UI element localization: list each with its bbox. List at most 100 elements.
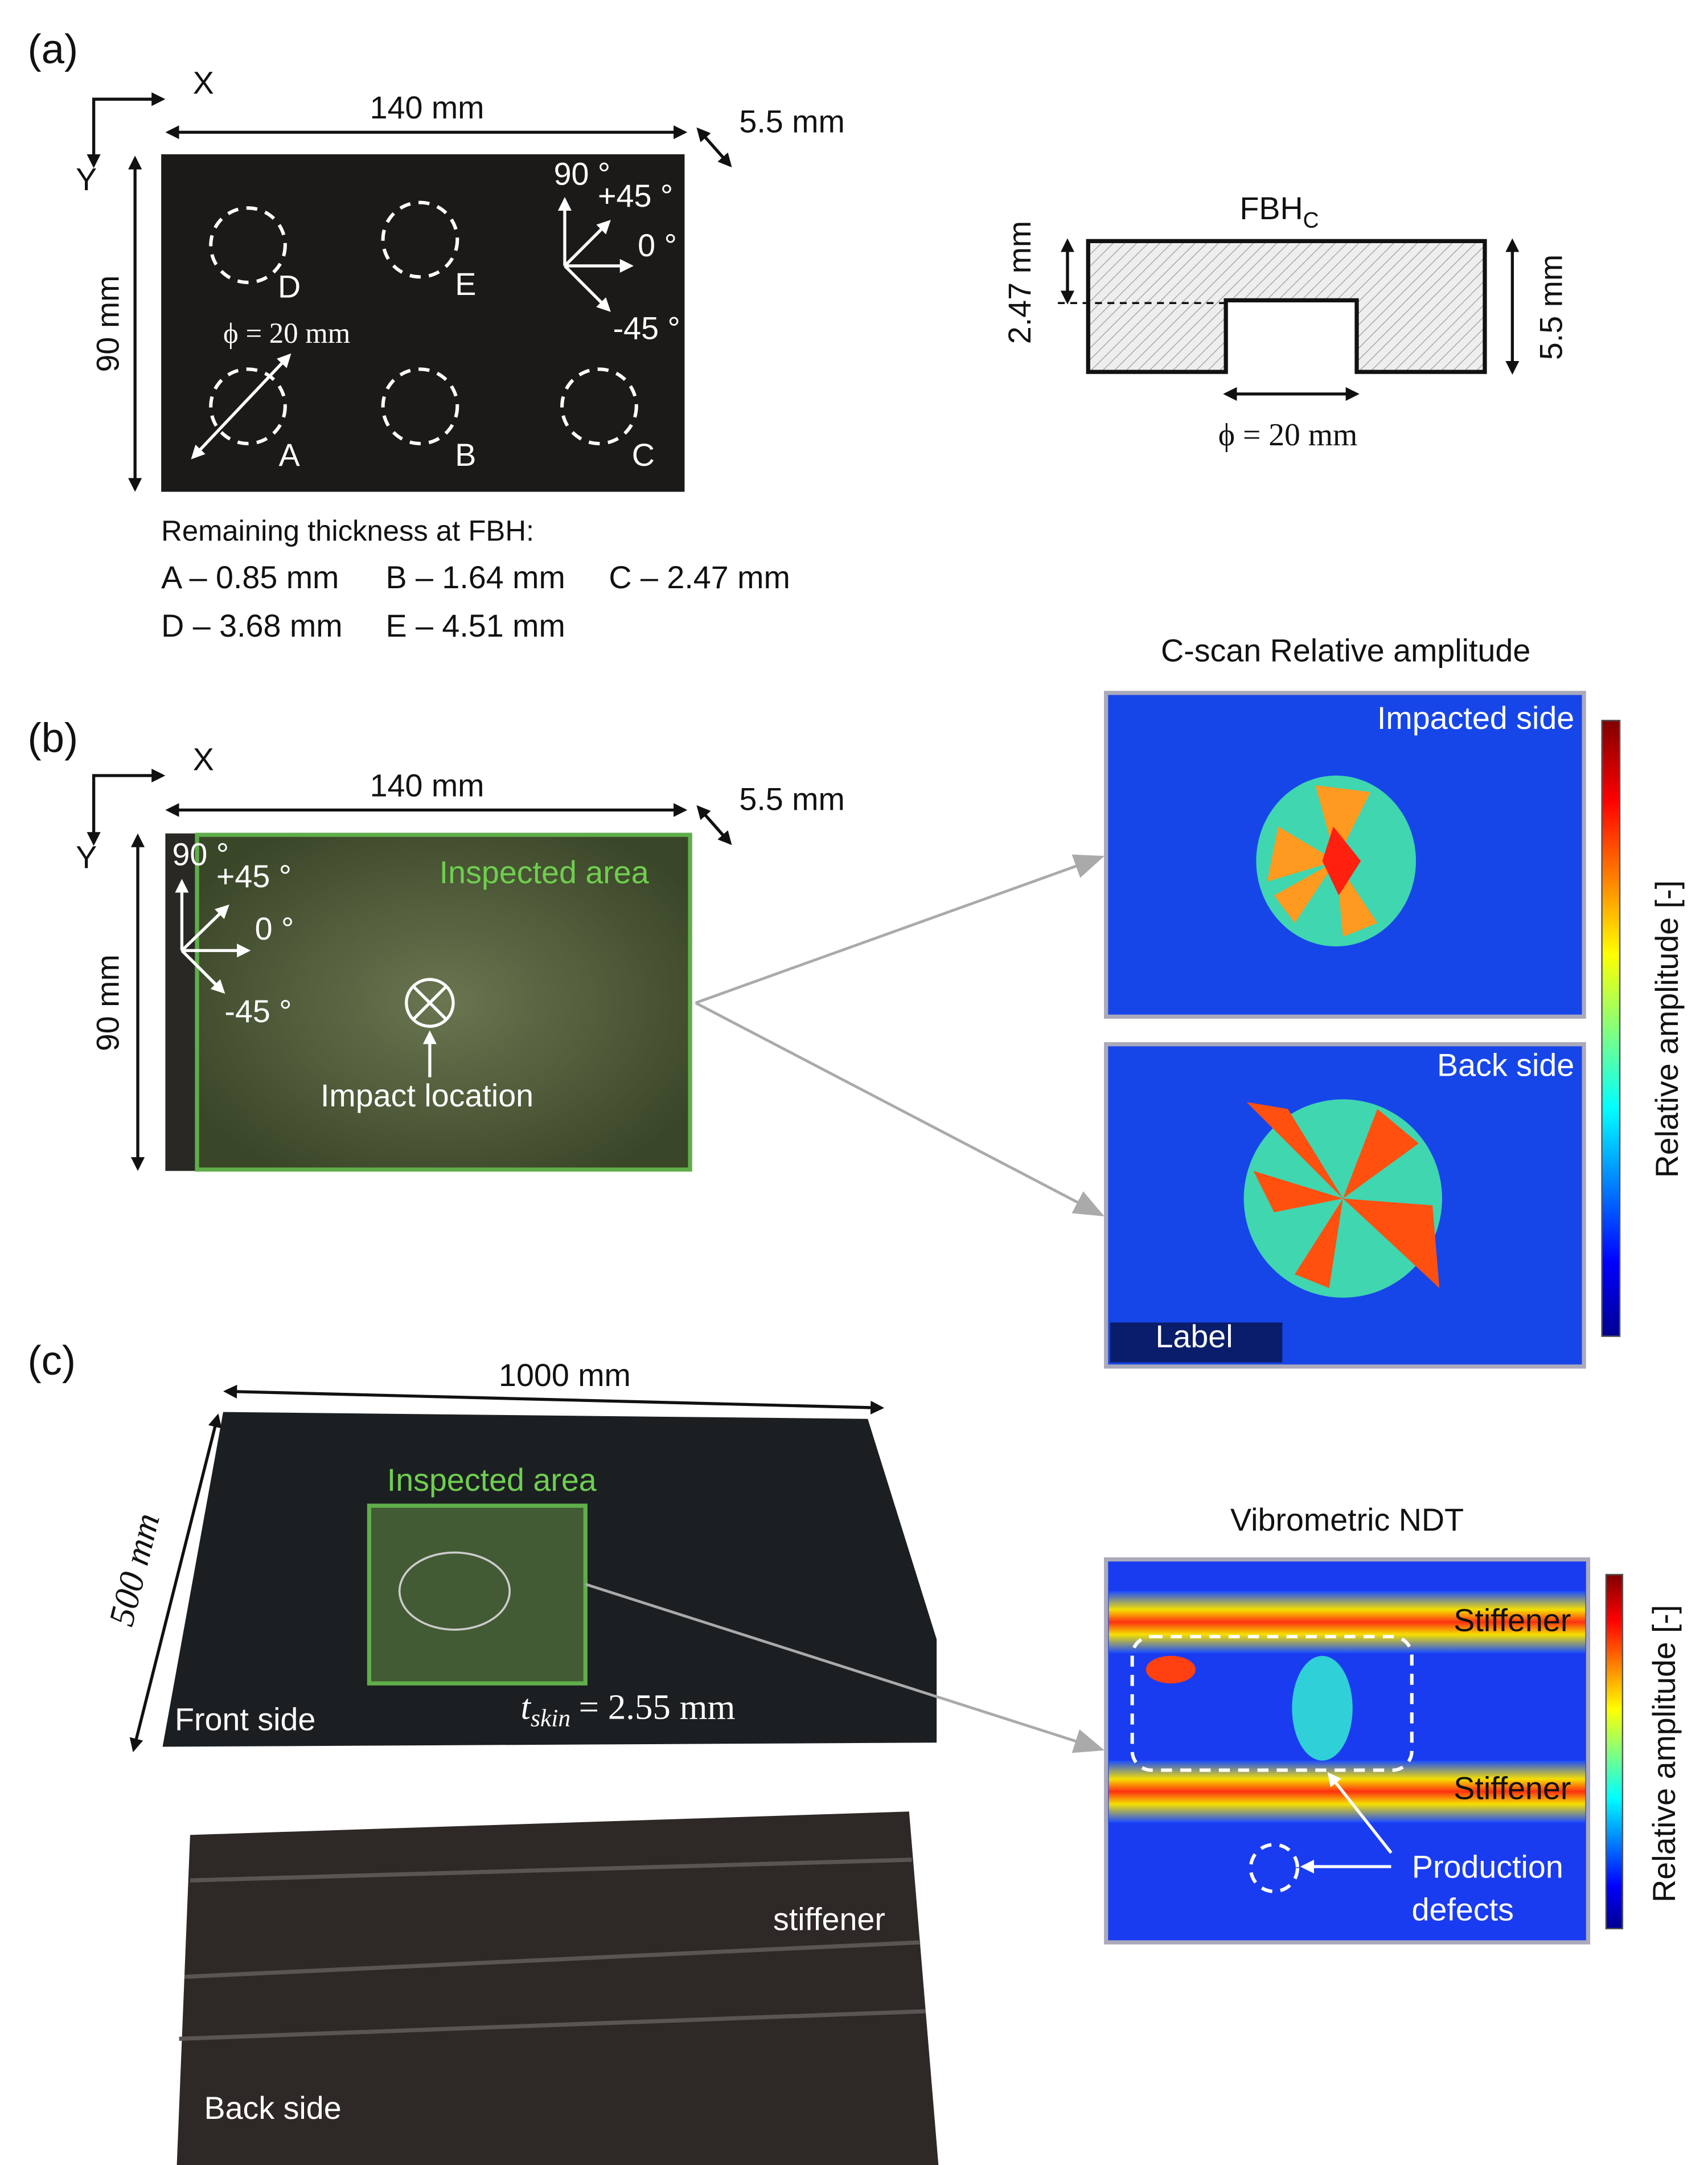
- arrow: [1327, 1772, 1393, 1854]
- dimension-label: 500 mm: [101, 1509, 167, 1630]
- orientation-label: 90 °: [173, 837, 229, 872]
- arrow: [180, 904, 229, 952]
- stiffener-band: [1108, 1591, 1586, 1654]
- defect-region: [1145, 1655, 1196, 1684]
- cscan-impacted: [1104, 691, 1586, 1019]
- title-subscript: C: [1303, 208, 1319, 233]
- impact-symbol: [405, 978, 455, 1028]
- symbol: t: [521, 1687, 532, 1727]
- ndt-scan: [1104, 1557, 1591, 1945]
- thickness-label: tskin = 2.55 mm: [521, 1687, 736, 1732]
- damage: [1246, 1102, 1440, 1288]
- dimension-label: 5.5 mm: [739, 104, 844, 139]
- dimension-label: 5.5 mm: [739, 782, 844, 817]
- scan-label: Back side: [1437, 1048, 1574, 1083]
- orientation-label: -45 °: [613, 310, 680, 346]
- hole: [560, 367, 638, 446]
- orientation-label: 90 °: [554, 156, 611, 191]
- value: = 2.55 mm: [579, 1687, 736, 1727]
- panel-label: (b): [27, 715, 78, 761]
- side-label: Back side: [204, 2090, 342, 2126]
- colorbar-label: Relative amplitude [-]: [1647, 1605, 1682, 1902]
- dimension-label: 5.5 mm: [1534, 255, 1569, 360]
- inspected-area: [367, 1503, 588, 1686]
- defect-region: [1292, 1655, 1353, 1761]
- colorbar-label: Relative amplitude [-]: [1649, 880, 1685, 1178]
- stiffener-label: stiffener: [773, 1901, 885, 1937]
- panel-c: (c) 1000 mm 500 mm Inspected area Front …: [27, 1338, 1682, 2165]
- section-shape: [1086, 239, 1487, 374]
- drawing: [398, 1551, 511, 1631]
- remaining-item: B – 1.64 mm: [385, 560, 565, 595]
- scan-label: Impacted side: [1377, 700, 1574, 736]
- hole-label: E: [455, 266, 476, 302]
- remaining-item: D – 3.68 mm: [161, 608, 342, 643]
- stiffener-label: Stiffener: [1454, 1603, 1571, 1638]
- axes-arrow: [87, 768, 166, 846]
- side-label: Front side: [175, 1702, 315, 1737]
- remaining-item: C – 2.47 mm: [609, 560, 790, 595]
- scan-label: Label: [1155, 1319, 1233, 1354]
- dimension: [223, 1384, 885, 1415]
- hole: [381, 200, 459, 279]
- connector: [585, 1582, 1105, 1753]
- back-photo: [176, 1811, 939, 2165]
- axis-label: Y: [76, 839, 97, 875]
- panel-label: (c): [27, 1338, 76, 1384]
- defect-outline: [1249, 1843, 1300, 1893]
- dimension: [696, 127, 732, 167]
- inspected-area: [195, 833, 692, 1172]
- axis-label: X: [193, 65, 214, 101]
- hole: [209, 206, 287, 284]
- impact-label: Impact location: [321, 1078, 533, 1113]
- hole-label: A: [279, 437, 300, 473]
- stiffener-lines: [179, 1858, 926, 2041]
- orientation-label: +45 °: [216, 859, 291, 894]
- dimension: [696, 805, 732, 846]
- dimension: [129, 1413, 222, 1753]
- dimension-label: 140 mm: [370, 90, 485, 125]
- circle: [405, 978, 455, 1028]
- dimension-label: 90 mm: [90, 276, 125, 372]
- orientation-label: -45 °: [224, 994, 291, 1029]
- axes-arrow: [87, 92, 166, 169]
- arrow: [564, 265, 611, 312]
- arrow: [180, 949, 225, 994]
- stiffener-label: Stiffener: [1454, 1771, 1571, 1806]
- hole: [381, 367, 459, 446]
- defect-outline: [1130, 1634, 1414, 1772]
- remaining-item: A – 0.85 mm: [161, 560, 339, 595]
- defect-label: Production: [1412, 1850, 1563, 1885]
- cross-section: [1058, 238, 1520, 401]
- colorbar: [1601, 720, 1621, 1337]
- panel-label: (a): [27, 26, 78, 72]
- area-label: Inspected area: [440, 855, 649, 890]
- label-box: [1110, 1322, 1283, 1363]
- subscript: skin: [531, 1705, 570, 1732]
- ndt-title: Vibrometric NDT: [1230, 1502, 1464, 1537]
- colorbar: [1605, 1573, 1624, 1930]
- panel-a: (a) X Y 140 mm 5.5 mm 90 mm A B C D E ϕ …: [27, 26, 1569, 643]
- hole-label: C: [632, 437, 655, 473]
- orientation-label: 0 °: [255, 911, 294, 946]
- cscan-back: [1104, 1042, 1586, 1369]
- dimension-label: ϕ = 20 mm: [1218, 417, 1358, 453]
- cross: [412, 985, 447, 1021]
- remaining-title: Remaining thickness at FBH:: [161, 515, 534, 547]
- diameter-label: ϕ = 20 mm: [223, 317, 350, 349]
- panel-b: (b) X Y 140 mm 5.5 mm 90 mm Inspected ar…: [27, 633, 1685, 1369]
- cscan-title: C-scan Relative amplitude: [1161, 633, 1530, 668]
- orientation-arrows: [557, 196, 634, 312]
- dimension-label: 140 mm: [370, 768, 485, 803]
- title-main: FBH: [1239, 191, 1303, 226]
- dimension-label: 90 mm: [90, 954, 125, 1051]
- diameter-arrow: [191, 353, 291, 460]
- dimension-label: 1000 mm: [499, 1358, 631, 1393]
- defect-label: defects: [1412, 1892, 1514, 1928]
- damage: [1322, 826, 1361, 896]
- area-label: Inspected area: [387, 1462, 597, 1498]
- section-title: FBHC: [1239, 191, 1319, 233]
- hole-label: D: [278, 269, 301, 305]
- axis-label: Y: [76, 162, 97, 197]
